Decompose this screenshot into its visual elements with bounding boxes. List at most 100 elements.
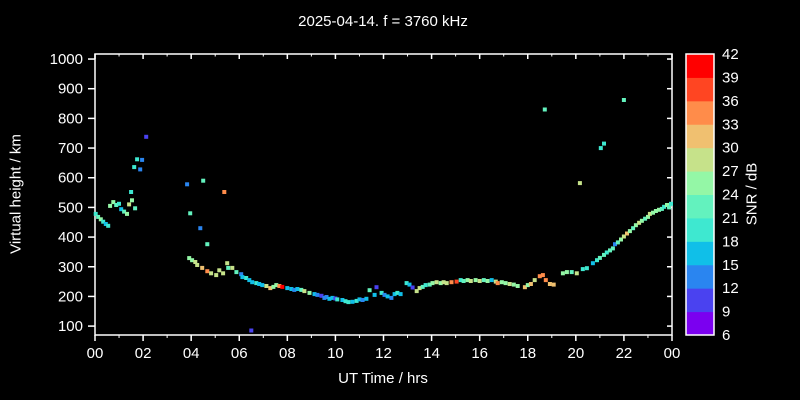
data-point	[274, 283, 279, 288]
data-point	[392, 292, 397, 297]
data-point	[477, 279, 482, 283]
colorbar-tick-label: 33	[722, 116, 739, 133]
data-point	[458, 278, 463, 283]
data-point	[214, 273, 219, 278]
data-point	[631, 226, 636, 231]
data-point	[315, 292, 320, 297]
data-point	[117, 201, 121, 206]
data-point	[312, 292, 317, 297]
colorbar-segment	[686, 100, 714, 125]
colorbar-segment	[686, 288, 714, 313]
data-point	[249, 328, 254, 333]
data-point	[322, 295, 327, 300]
data-point	[417, 286, 422, 291]
data-point	[129, 190, 134, 194]
colorbar-segment	[686, 147, 714, 172]
data-point	[327, 296, 332, 301]
colorbar-tick-label: 9	[722, 304, 730, 321]
data-point	[454, 279, 459, 284]
data-point	[503, 281, 508, 286]
data-point	[295, 287, 300, 291]
data-point	[119, 207, 124, 212]
data-point	[98, 217, 103, 222]
colorbar-tick-label: 18	[722, 233, 739, 250]
data-point	[382, 292, 387, 297]
data-point	[404, 281, 409, 286]
y-tick-label: 500	[58, 199, 83, 216]
data-point	[633, 223, 638, 228]
data-point	[319, 293, 324, 298]
colorbar-tick-label: 24	[722, 187, 739, 204]
data-point	[414, 289, 419, 294]
data-point	[101, 219, 106, 224]
data-point	[444, 281, 449, 286]
colorbar-segment	[686, 194, 714, 219]
data-point	[201, 178, 206, 183]
data-point	[198, 226, 203, 231]
data-point	[324, 295, 329, 299]
colorbar-segment	[686, 171, 714, 195]
x-tick-label: 02	[135, 345, 152, 362]
y-tick-label: 100	[58, 318, 83, 335]
data-point	[619, 237, 623, 242]
data-point	[669, 201, 673, 206]
colorbar-tick-label: 6	[722, 327, 730, 344]
data-point	[292, 287, 297, 292]
data-point	[651, 210, 655, 215]
data-point	[188, 211, 193, 216]
data-point	[577, 181, 582, 186]
data-point	[217, 268, 222, 273]
data-point	[285, 286, 290, 291]
x-tick-label: 22	[616, 345, 633, 362]
data-point	[540, 273, 545, 278]
data-point	[239, 272, 244, 277]
data-point	[379, 290, 384, 295]
data-point	[407, 282, 412, 287]
data-point	[438, 281, 443, 286]
colorbar-tick-label: 30	[722, 140, 739, 157]
data-point	[560, 271, 565, 276]
data-point	[427, 282, 432, 287]
y-tick-label: 1000	[50, 51, 83, 68]
colorbar-segment	[686, 217, 714, 242]
colorbar-tick-label: 12	[722, 280, 739, 297]
data-point	[254, 281, 259, 286]
data-point	[665, 203, 669, 207]
data-point	[602, 252, 606, 257]
y-tick-label: 600	[58, 170, 83, 187]
scatter-points	[93, 98, 673, 333]
data-point	[187, 256, 192, 261]
data-point	[525, 283, 530, 288]
data-point	[144, 134, 149, 139]
data-point	[346, 300, 351, 305]
data-point	[122, 209, 127, 214]
data-point	[244, 276, 249, 280]
data-point	[106, 223, 111, 228]
data-point	[108, 203, 113, 208]
data-point	[340, 298, 345, 302]
data-point	[125, 211, 129, 216]
data-point	[193, 260, 198, 264]
x-tick-label: 18	[519, 345, 536, 362]
x-tick-label: 04	[183, 345, 200, 362]
data-point	[639, 218, 644, 223]
data-point	[653, 209, 658, 213]
data-point	[264, 284, 269, 288]
x-tick-label: 00	[87, 345, 104, 362]
data-point	[111, 200, 116, 205]
data-point	[489, 278, 494, 283]
data-point	[195, 263, 200, 267]
data-point	[268, 286, 273, 291]
y-tick-label: 900	[58, 81, 83, 98]
data-point	[598, 146, 603, 151]
data-point	[637, 220, 642, 225]
data-point	[335, 297, 340, 302]
data-point	[343, 299, 348, 304]
data-point	[209, 271, 214, 276]
data-point	[360, 298, 365, 302]
data-point	[372, 292, 377, 297]
data-point	[200, 265, 205, 270]
data-point	[385, 294, 390, 299]
data-point	[495, 281, 500, 286]
data-point	[430, 281, 435, 286]
